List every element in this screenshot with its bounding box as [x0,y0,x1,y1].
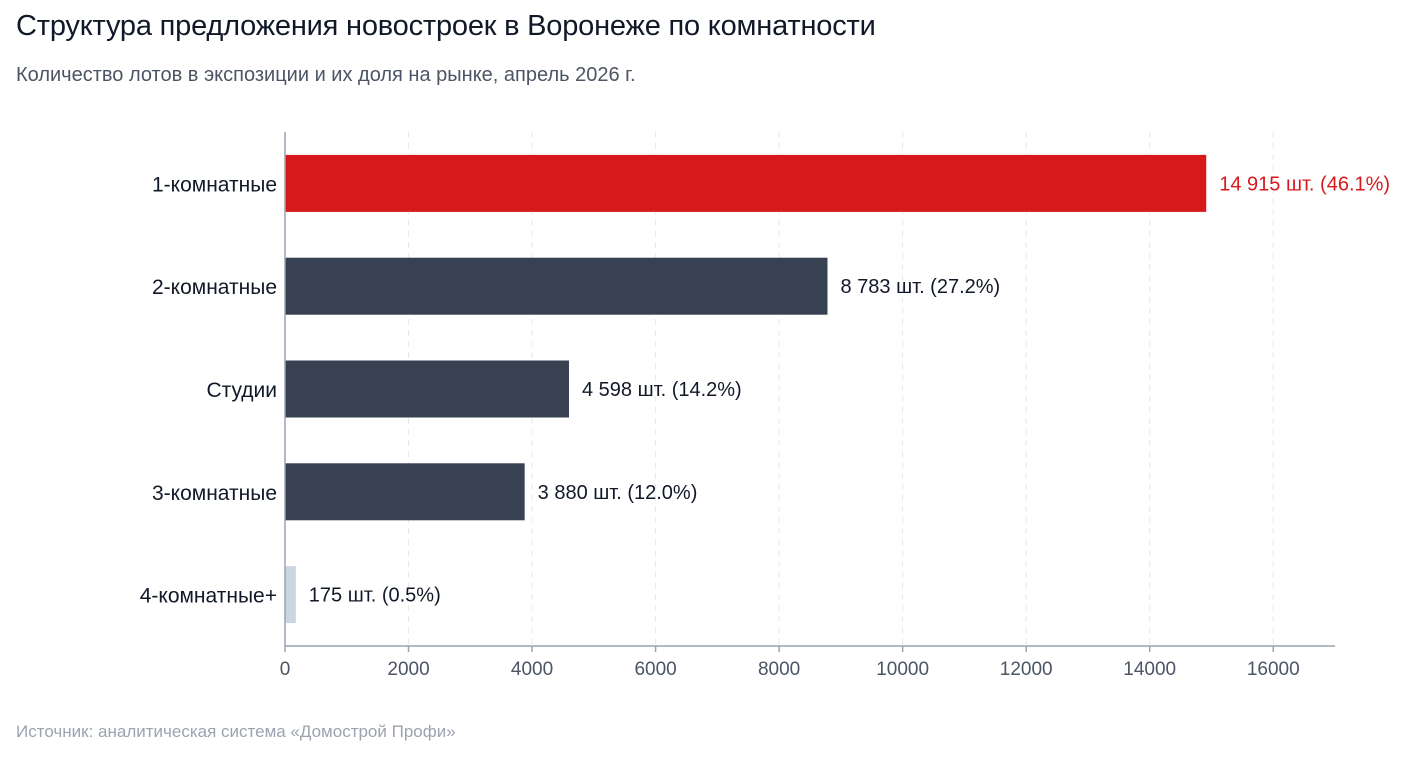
bar [285,360,569,418]
category-label: 2-комнатные [152,276,277,299]
category-label: 4-комнатные+ [140,585,277,608]
chart-title: Структура предложения новостроек в Ворон… [16,10,876,42]
x-tick-label: 2000 [387,659,429,680]
x-tick-label: 0 [280,659,291,680]
category-label: 3-комнатные [152,482,277,505]
data-label: 175 шт. (0.5%) [309,585,441,607]
x-tick-label: 6000 [634,659,676,680]
bar [285,257,828,315]
data-label: 3 880 шт. (12.0%) [538,482,698,504]
category-label: Студии [206,379,277,402]
x-tick-label: 16000 [1247,659,1300,680]
x-tick-label: 10000 [876,659,929,680]
bar [285,154,1207,212]
x-tick-label: 8000 [758,659,800,680]
bar [285,463,525,521]
bar [285,566,296,624]
x-tick-label: 14000 [1123,659,1176,680]
x-tick-label: 12000 [1000,659,1053,680]
chart-subtitle: Количество лотов в экспозиции и их доля … [16,64,636,86]
data-label: 8 783 шт. (27.2%) [840,276,1000,298]
source-note: Источник: аналитическая система «Домостр… [16,722,456,741]
data-label: 14 915 шт. (46.1%) [1219,173,1390,195]
x-tick-label: 4000 [511,659,553,680]
category-label: 1-комнатные [152,173,277,196]
data-label: 4 598 шт. (14.2%) [582,379,742,401]
